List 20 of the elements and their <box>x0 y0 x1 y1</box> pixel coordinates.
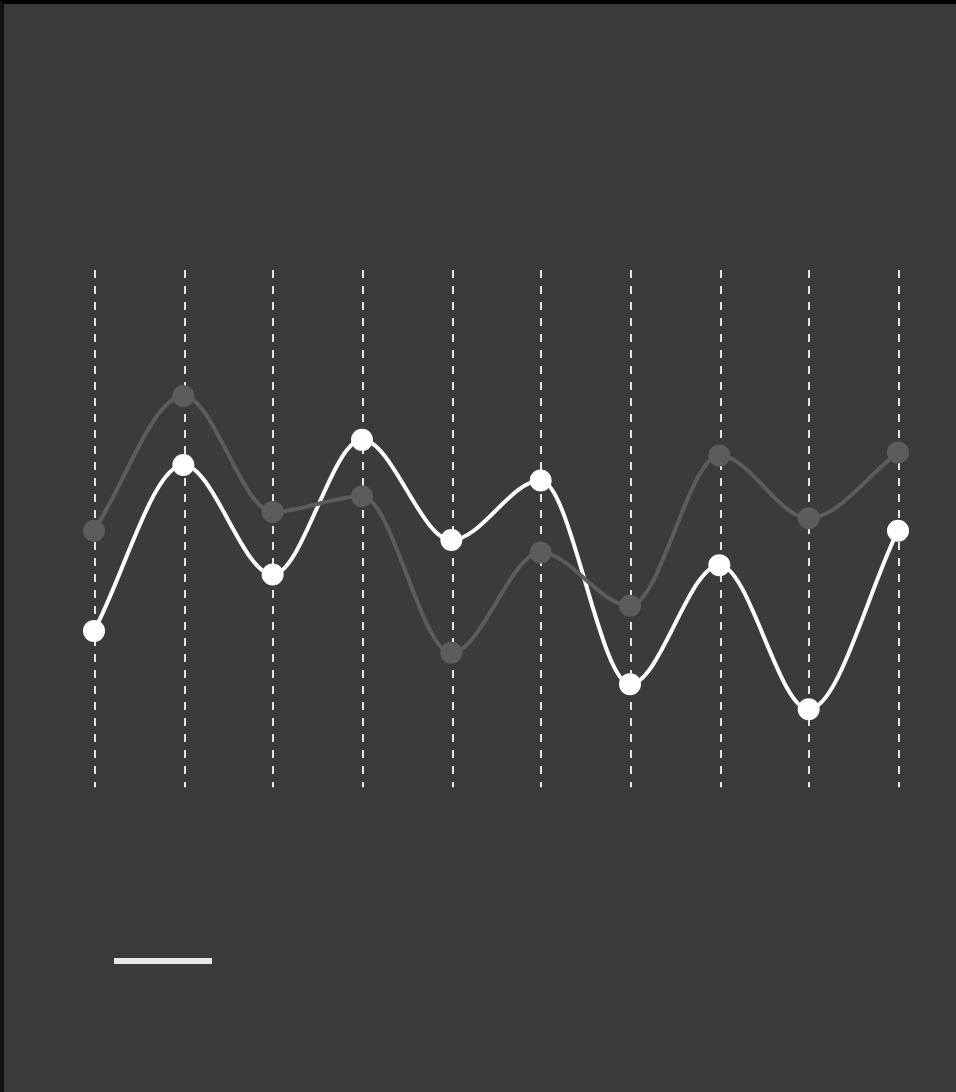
point <box>172 453 195 476</box>
point <box>887 441 909 464</box>
point <box>351 428 373 451</box>
point <box>529 541 552 564</box>
point <box>440 529 463 552</box>
point <box>887 519 909 542</box>
point <box>172 385 195 407</box>
point <box>440 641 463 664</box>
point <box>261 500 284 523</box>
point <box>83 619 105 642</box>
point <box>619 673 641 696</box>
point <box>83 519 105 542</box>
point <box>619 594 641 617</box>
point <box>797 698 820 721</box>
point <box>708 554 731 577</box>
point <box>708 444 731 467</box>
point <box>261 563 284 586</box>
point <box>797 507 820 530</box>
point <box>529 469 552 492</box>
point <box>351 485 373 508</box>
